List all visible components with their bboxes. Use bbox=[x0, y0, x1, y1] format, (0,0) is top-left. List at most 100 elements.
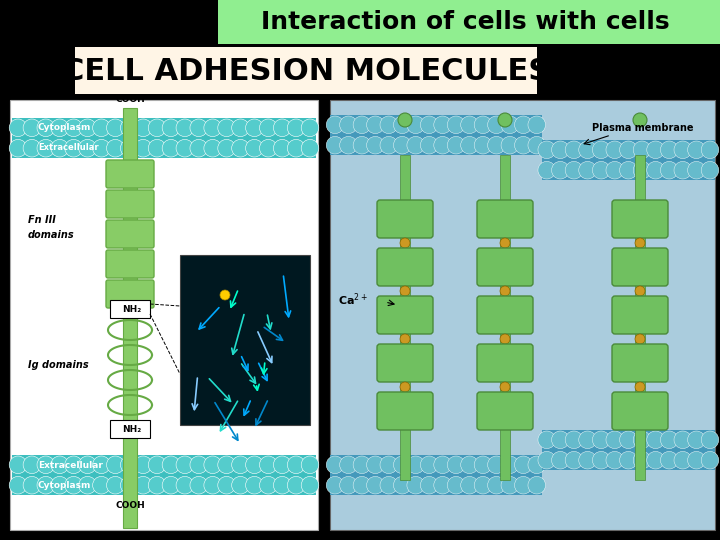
Circle shape bbox=[701, 431, 719, 449]
Circle shape bbox=[259, 476, 277, 494]
Circle shape bbox=[487, 476, 505, 494]
Circle shape bbox=[647, 161, 665, 179]
FancyBboxPatch shape bbox=[477, 248, 533, 286]
Bar bbox=[635, 155, 645, 480]
Circle shape bbox=[487, 456, 505, 474]
Circle shape bbox=[37, 476, 55, 494]
Text: COOH: COOH bbox=[115, 501, 145, 510]
Circle shape bbox=[647, 451, 665, 469]
Circle shape bbox=[400, 286, 410, 296]
Circle shape bbox=[326, 476, 344, 494]
Bar bbox=[12, 455, 316, 495]
Text: Ig domains: Ig domains bbox=[28, 360, 89, 370]
FancyBboxPatch shape bbox=[612, 392, 668, 430]
Circle shape bbox=[37, 119, 55, 137]
Circle shape bbox=[635, 382, 645, 392]
Circle shape bbox=[433, 476, 451, 494]
Circle shape bbox=[674, 141, 692, 159]
Circle shape bbox=[420, 116, 438, 133]
Circle shape bbox=[579, 141, 596, 159]
FancyBboxPatch shape bbox=[477, 296, 533, 334]
Circle shape bbox=[162, 456, 180, 474]
FancyBboxPatch shape bbox=[612, 200, 668, 238]
Circle shape bbox=[620, 451, 637, 469]
Circle shape bbox=[120, 456, 138, 474]
Circle shape bbox=[190, 456, 207, 474]
FancyBboxPatch shape bbox=[377, 200, 433, 238]
Circle shape bbox=[65, 476, 82, 494]
Circle shape bbox=[552, 431, 569, 449]
Circle shape bbox=[78, 139, 96, 157]
Circle shape bbox=[65, 139, 82, 157]
Circle shape bbox=[148, 139, 166, 157]
Circle shape bbox=[447, 476, 465, 494]
Bar bbox=[110, 420, 150, 438]
Circle shape bbox=[51, 476, 68, 494]
Circle shape bbox=[232, 139, 249, 157]
Circle shape bbox=[407, 137, 425, 154]
Bar bbox=[541, 430, 715, 470]
Circle shape bbox=[259, 119, 277, 137]
Circle shape bbox=[274, 456, 291, 474]
FancyBboxPatch shape bbox=[377, 248, 433, 286]
Circle shape bbox=[447, 137, 465, 154]
Text: Extracellular: Extracellular bbox=[38, 144, 99, 152]
Circle shape bbox=[23, 476, 41, 494]
Circle shape bbox=[366, 116, 384, 133]
Circle shape bbox=[606, 161, 624, 179]
Circle shape bbox=[9, 456, 27, 474]
Circle shape bbox=[246, 119, 264, 137]
Circle shape bbox=[148, 119, 166, 137]
Circle shape bbox=[674, 431, 692, 449]
Text: Extracellular: Extracellular bbox=[38, 461, 103, 469]
Circle shape bbox=[380, 137, 397, 154]
Circle shape bbox=[287, 456, 305, 474]
FancyBboxPatch shape bbox=[106, 190, 154, 218]
Circle shape bbox=[176, 139, 194, 157]
Bar bbox=[400, 155, 410, 480]
Circle shape bbox=[393, 116, 411, 133]
Circle shape bbox=[301, 139, 319, 157]
Circle shape bbox=[474, 456, 492, 474]
Circle shape bbox=[660, 431, 678, 449]
Circle shape bbox=[552, 451, 569, 469]
Circle shape bbox=[353, 456, 371, 474]
Circle shape bbox=[633, 431, 651, 449]
Circle shape bbox=[220, 290, 230, 300]
Circle shape bbox=[366, 476, 384, 494]
Circle shape bbox=[135, 139, 152, 157]
Circle shape bbox=[120, 476, 138, 494]
Circle shape bbox=[287, 119, 305, 137]
Circle shape bbox=[420, 137, 438, 154]
Circle shape bbox=[23, 139, 41, 157]
Circle shape bbox=[579, 161, 596, 179]
Circle shape bbox=[538, 431, 556, 449]
FancyBboxPatch shape bbox=[106, 220, 154, 248]
Circle shape bbox=[93, 119, 110, 137]
Bar bbox=[123, 108, 137, 528]
FancyBboxPatch shape bbox=[377, 296, 433, 334]
Circle shape bbox=[120, 119, 138, 137]
Circle shape bbox=[660, 451, 678, 469]
Circle shape bbox=[407, 116, 425, 133]
Circle shape bbox=[501, 116, 518, 133]
Circle shape bbox=[274, 139, 291, 157]
FancyBboxPatch shape bbox=[477, 200, 533, 238]
Circle shape bbox=[93, 456, 110, 474]
Circle shape bbox=[515, 456, 532, 474]
Circle shape bbox=[204, 119, 222, 137]
Circle shape bbox=[447, 116, 465, 133]
FancyBboxPatch shape bbox=[377, 392, 433, 430]
Bar bbox=[110, 300, 150, 318]
Circle shape bbox=[528, 137, 546, 154]
Circle shape bbox=[259, 139, 277, 157]
Circle shape bbox=[538, 451, 556, 469]
Circle shape bbox=[565, 431, 582, 449]
Circle shape bbox=[340, 116, 357, 133]
Circle shape bbox=[340, 476, 357, 494]
Circle shape bbox=[593, 451, 610, 469]
Circle shape bbox=[400, 382, 410, 392]
FancyBboxPatch shape bbox=[612, 248, 668, 286]
Circle shape bbox=[9, 476, 27, 494]
Circle shape bbox=[688, 451, 705, 469]
